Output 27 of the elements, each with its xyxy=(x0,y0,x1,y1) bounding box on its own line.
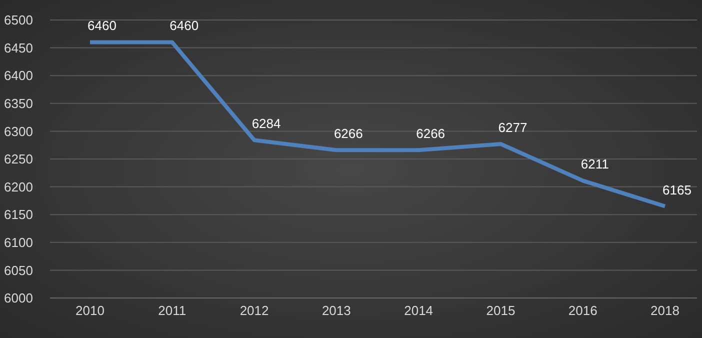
data-label: 6460 xyxy=(170,18,199,34)
data-label: 6277 xyxy=(498,120,528,135)
y-tick-label: 6300 xyxy=(4,124,33,139)
x-tick-label: 2013 xyxy=(322,303,351,318)
y-tick-label: 6200 xyxy=(4,179,33,194)
x-tick-label: 2015 xyxy=(486,303,516,318)
x-tick-label: 2011 xyxy=(158,303,186,318)
x-tick-label: 2014 xyxy=(404,303,434,318)
data-label: 6266 xyxy=(416,126,446,142)
y-tick-label: 6400 xyxy=(4,68,33,84)
x-tick-label: 2012 xyxy=(240,303,269,318)
data-label: 6284 xyxy=(252,116,281,132)
x-tick-label: 2016 xyxy=(568,303,598,318)
y-tick-label: 6500 xyxy=(4,12,33,28)
x-tick-label: 2010 xyxy=(76,303,104,318)
data-label: 6211 xyxy=(580,156,609,172)
y-tick-label: 6350 xyxy=(4,96,33,112)
data-label: 6165 xyxy=(662,182,692,198)
data-label: 6460 xyxy=(88,18,116,34)
y-tick-label: 6050 xyxy=(4,262,33,278)
y-tick-label: 6100 xyxy=(4,235,33,250)
y-tick-label: 6450 xyxy=(4,40,33,56)
data-label: 6266 xyxy=(334,126,363,142)
y-tick-label: 6150 xyxy=(4,207,33,222)
y-tick-label: 6250 xyxy=(4,152,33,167)
x-tick-label: 2018 xyxy=(650,303,680,318)
y-tick-label: 6000 xyxy=(4,290,33,306)
